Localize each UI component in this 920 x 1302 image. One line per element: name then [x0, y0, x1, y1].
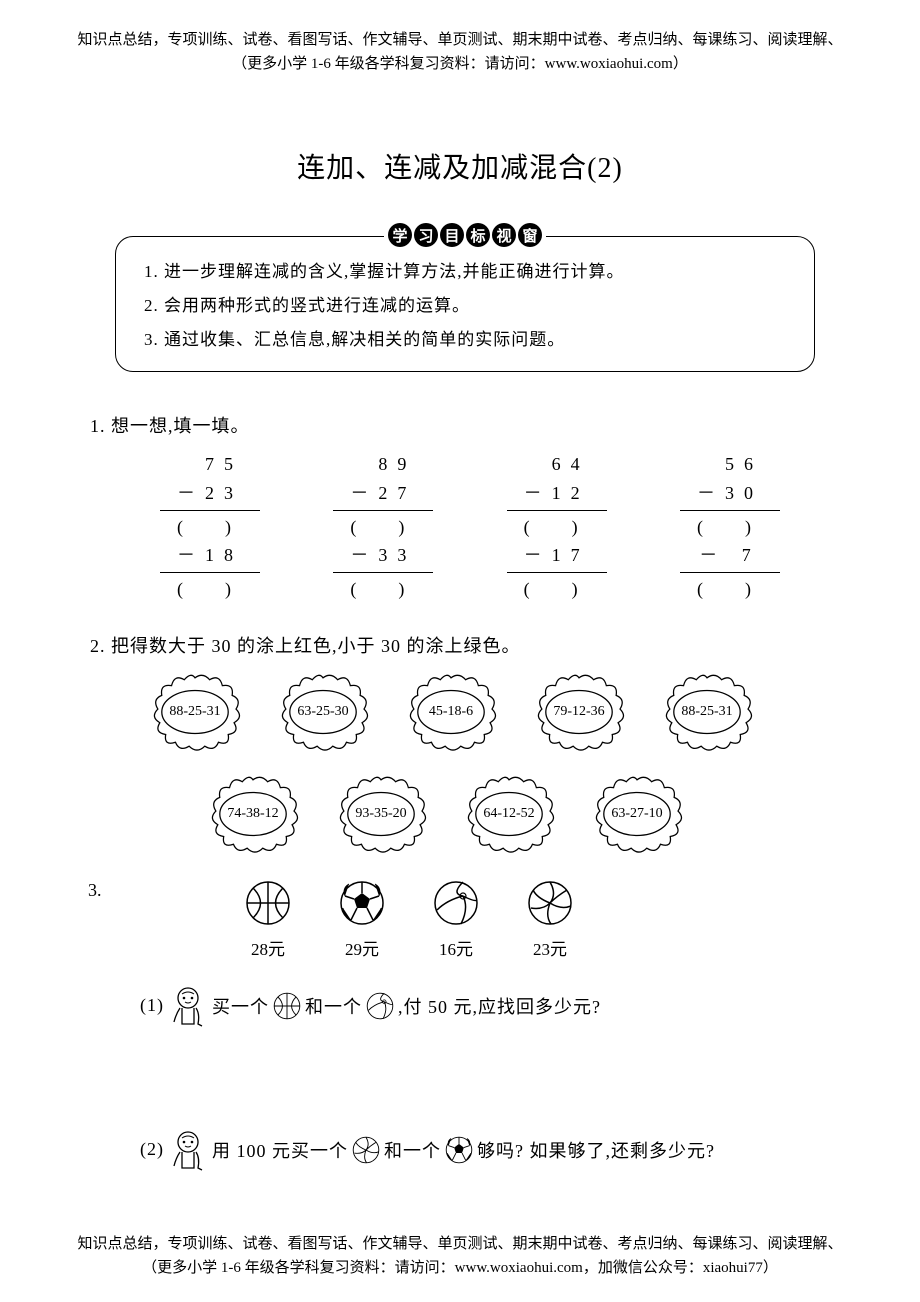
objective-3: 3. 通过收集、汇总信息,解决相关的简单的实际问题。 [144, 323, 786, 357]
footer-line1: 知识点总结，专项训练、试卷、看图写话、作文辅导、单页测试、期末期中试卷、考点归纳… [0, 1232, 920, 1256]
flower-item: 64-12-52 [459, 772, 559, 856]
ball-volleyball: 23元 [527, 880, 573, 960]
label-char: 习 [414, 223, 438, 247]
flower-row-2: 74-38-12 93-35-20 64-12-52 63-27-10 [145, 772, 825, 856]
flower-row-1: 88-25-31 63-25-30 45-18-6 79-12-36 88-25… [145, 670, 825, 754]
question-2: 2. 把得数大于 30 的涂上红色,小于 30 的涂上绿色。 88-25-31 … [0, 632, 920, 856]
q3-label: 3. [88, 880, 102, 901]
label-char: 目 [440, 223, 464, 247]
objectives-label: 学 习 目 标 视 窗 [384, 223, 546, 247]
q3-sub2: (2) 用 100 元买一个 和一个 够吗? 如果够了,还剩多少元? [90, 1128, 825, 1172]
flower-item: 93-35-20 [331, 772, 431, 856]
calc-row: 75 －23 ( ) －18 ( ) 89 －27 ( ) －33 ( ) 64… [90, 450, 825, 604]
q1-title: 1. 想一想,填一填。 [90, 412, 825, 438]
label-char: 视 [492, 223, 516, 247]
footer-line2: （更多小学 1-6 年级各学科复习资料：请访问：www.woxiaohui.co… [0, 1256, 920, 1280]
flower-item: 45-18-6 [401, 670, 501, 754]
objective-2: 2. 会用两种形式的竖式进行连减的运算。 [144, 289, 786, 323]
q3-sub1: (1) 买一个 和一个 ,付 50 元,应找回多少元? [90, 984, 825, 1028]
label-char: 标 [466, 223, 490, 247]
kid-girl-icon [168, 1128, 208, 1172]
calc-col-1: 75 －23 ( ) －18 ( ) [145, 450, 275, 604]
ball-basketball: 28元 [245, 880, 291, 960]
beachball-icon [366, 992, 394, 1020]
header-line1: 知识点总结，专项训练、试卷、看图写话、作文辅导、单页测试、期末期中试卷、考点归纳… [0, 28, 920, 52]
basketball-icon [273, 992, 301, 1020]
question-1: 1. 想一想,填一填。 75 －23 ( ) －18 ( ) 89 －27 ( … [0, 412, 920, 604]
flower-item: 63-25-30 [273, 670, 373, 754]
balls-row: 28元 29元 16元 23元 [90, 880, 825, 960]
volleyball-icon [352, 1136, 380, 1164]
basketball-icon [245, 880, 291, 926]
kid-boy-icon [168, 984, 208, 1028]
flower-item: 79-12-36 [529, 670, 629, 754]
question-3: 3. 28元 29元 16元 23元 (1) 买一个 和一个 ,付 50 元,应… [0, 880, 920, 1172]
soccer-icon [339, 880, 385, 926]
objectives-box: 学 习 目 标 视 窗 1. 进一步理解连减的含义,掌握计算方法,并能正确进行计… [115, 236, 815, 372]
calc-col-4: 56 －30 ( ) － 7 ( ) [665, 450, 795, 604]
page-title: 连加、连减及加减混合(2) [0, 146, 920, 186]
ball-soccer: 29元 [339, 880, 385, 960]
page-footer: 知识点总结，专项训练、试卷、看图写话、作文辅导、单页测试、期末期中试卷、考点归纳… [0, 1232, 920, 1280]
volleyball-icon [527, 880, 573, 926]
flower-item: 88-25-31 [145, 670, 245, 754]
q2-title: 2. 把得数大于 30 的涂上红色,小于 30 的涂上绿色。 [90, 632, 825, 658]
header-line2: （更多小学 1-6 年级各学科复习资料：请访问：www.woxiaohui.co… [0, 52, 920, 76]
calc-col-2: 89 －27 ( ) －33 ( ) [318, 450, 448, 604]
flower-item: 88-25-31 [657, 670, 757, 754]
label-char: 学 [388, 223, 412, 247]
soccer-icon [445, 1136, 473, 1164]
beachball-icon [433, 880, 479, 926]
ball-beachball: 16元 [433, 880, 479, 960]
label-char: 窗 [518, 223, 542, 247]
objective-1: 1. 进一步理解连减的含义,掌握计算方法,并能正确进行计算。 [144, 255, 786, 289]
page-header: 知识点总结，专项训练、试卷、看图写话、作文辅导、单页测试、期末期中试卷、考点归纳… [0, 0, 920, 76]
flower-item: 63-27-10 [587, 772, 687, 856]
calc-col-3: 64 －12 ( ) －17 ( ) [492, 450, 622, 604]
flower-item: 74-38-12 [203, 772, 303, 856]
